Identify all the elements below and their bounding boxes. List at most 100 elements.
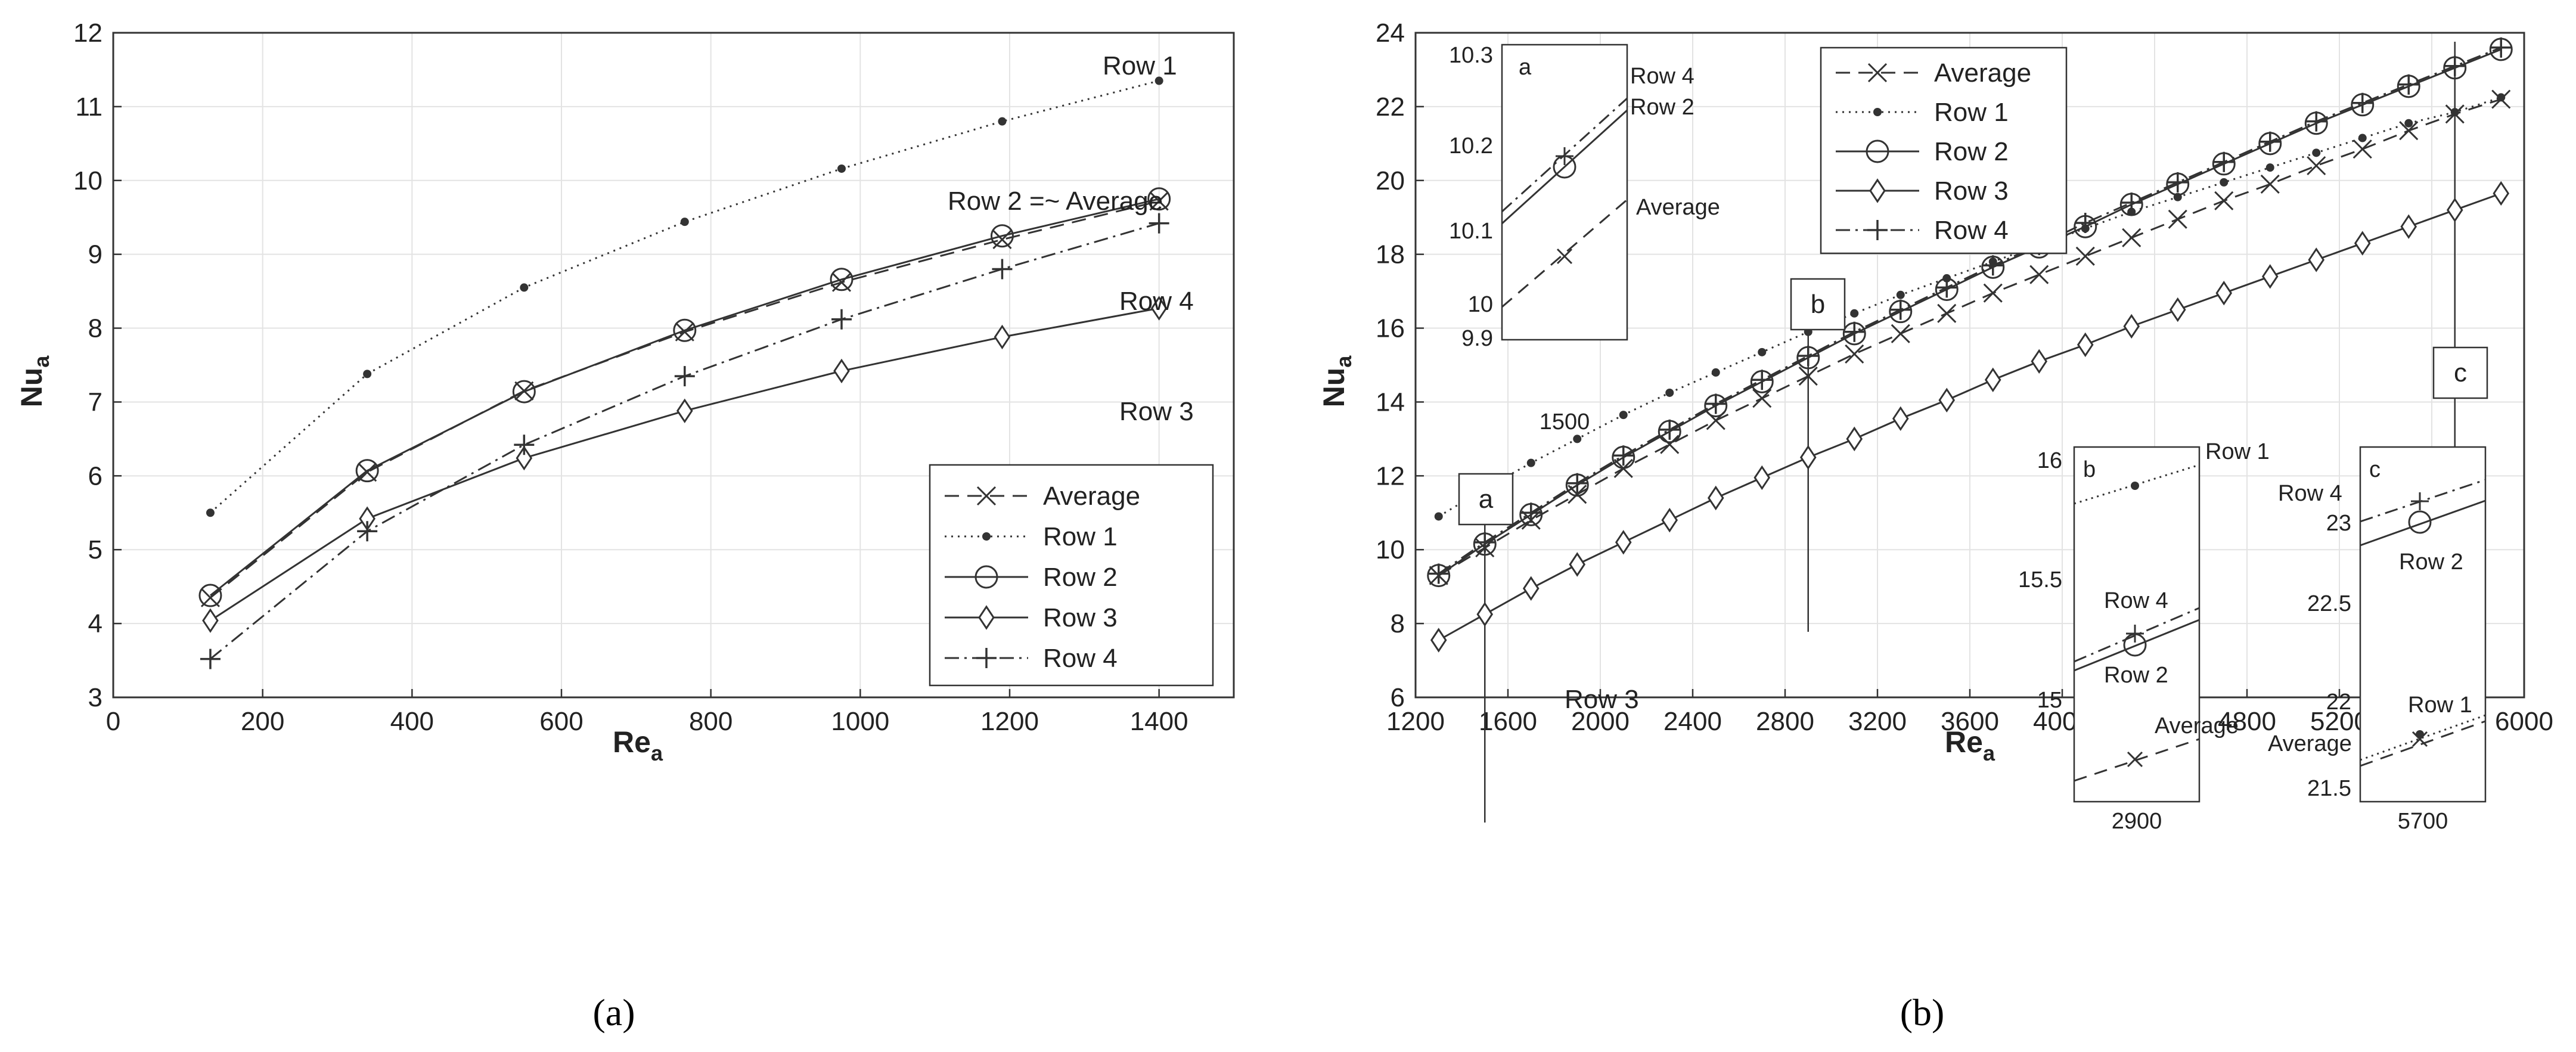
chart-b-series-row4-point-1 bbox=[1475, 532, 1495, 553]
chart-b-series-row1-point-2 bbox=[1526, 458, 1535, 467]
inset-c-ytick-2: 22.5 bbox=[2307, 591, 2351, 616]
chart-a-series bbox=[198, 76, 1171, 669]
chart-b-series-average-point-19 bbox=[2307, 156, 2326, 176]
inset-c-row4-line bbox=[2360, 479, 2486, 523]
chart-b-legend-entries: Average Row 1 Row 2 Row 3 Row 4 bbox=[1836, 58, 2031, 245]
chart-b-series-row3-point-3 bbox=[1569, 552, 1586, 577]
inset-c-ytick-0: 21.5 bbox=[2307, 776, 2351, 801]
chart-b-ytick-label-6: 18 bbox=[1376, 240, 1405, 269]
inset-b-label-average: Average bbox=[2155, 713, 2239, 738]
inset-b-xtick: 2900 bbox=[2112, 809, 2162, 834]
inset-c-row1-line bbox=[2360, 714, 2486, 761]
chart-a-ticks: 0 200 400 600 800 1000 1200 1400 3 4 5 6 7 8 9 10 11 12 bbox=[73, 18, 1188, 736]
inset-b-label: b bbox=[2083, 457, 2096, 482]
chart-a-ytick-label-9: 12 bbox=[73, 18, 103, 48]
chart-b-series-row3-point-0 bbox=[1430, 628, 1447, 653]
inset-c: c 21.5 22 22.5 23 5700 Row 4 Row 2 Row 1… bbox=[2268, 446, 2487, 834]
chart-b-ytick-label-1: 8 bbox=[1391, 609, 1405, 638]
chart-b-legend-row2-label: Row 2 bbox=[1934, 137, 2009, 166]
chart-a-xtick-label-6: 1200 bbox=[980, 707, 1039, 736]
inset-a-xtick: 1500 bbox=[1540, 409, 1590, 435]
chart-b-series-row3-point-1 bbox=[1476, 601, 1494, 627]
chart-a-xtick-label-5: 1000 bbox=[831, 707, 889, 736]
chart-a-legend-row3-label: Row 3 bbox=[1043, 603, 1118, 632]
chart-b-series-row4-point-12 bbox=[1982, 255, 2003, 276]
chart-a-legend-average-marker bbox=[976, 486, 997, 506]
chart-b-series-row4-point-22 bbox=[2444, 55, 2465, 76]
chart-b-series-row4-point-9 bbox=[1844, 321, 1865, 342]
chart-b-series-row3-point-4 bbox=[1615, 530, 1632, 555]
inset-a-ytick-3: 10.2 bbox=[1449, 134, 1493, 159]
chart-a-xlabel-main: Re bbox=[613, 725, 651, 759]
chart-b-series-row3-point-9 bbox=[1846, 426, 1863, 452]
chart-a: 0 200 400 600 800 1000 1200 1400 3 4 5 6 7 8 9 10 11 12 N… bbox=[15, 18, 1235, 1034]
chart-a-annotation-row4: Row 4 bbox=[1119, 287, 1194, 316]
chart-a-series-row3-point-6 bbox=[1150, 296, 1168, 321]
inset-a-ytick-1: 10 bbox=[1468, 292, 1493, 317]
inset-c-row2-line bbox=[2360, 499, 2486, 547]
chart-a-xlabel-sub: a bbox=[651, 741, 663, 765]
inset-b-row4-line bbox=[2074, 607, 2200, 663]
chart-a-series-row1-point-1 bbox=[363, 370, 372, 378]
chart-b-series-row3-point-2 bbox=[1522, 576, 1540, 601]
chart-a-series-row2-point-6 bbox=[1147, 187, 1171, 211]
chart-b-series-average-point-12 bbox=[1983, 283, 2003, 303]
inset-a-row2-line bbox=[1501, 109, 1628, 225]
chart-b-ytick-label-8: 22 bbox=[1376, 92, 1405, 122]
inset-a-average-marker bbox=[1556, 248, 1573, 265]
chart-b-series bbox=[1427, 37, 2513, 653]
chart-b-series-row3-point-18 bbox=[2261, 264, 2279, 289]
chart-b-series-row4-point-0 bbox=[1428, 563, 1449, 584]
callout-a: a bbox=[1458, 473, 1514, 526]
chart-b-series-average-line bbox=[1438, 98, 2501, 576]
chart-a-series-row4-point-0 bbox=[200, 648, 221, 669]
chart-a-legend-average-label: Average bbox=[1043, 482, 1140, 511]
inset-c-ytick-3: 23 bbox=[2326, 511, 2351, 536]
inset-a: a 9.9 10 10.1 10.2 10.3 1500 Row 4 Row 2… bbox=[1449, 43, 1720, 435]
chart-a-ytick-label-2: 5 bbox=[88, 535, 103, 564]
chart-a-xlabel: Rea bbox=[613, 725, 663, 765]
inset-b-label-row2: Row 2 bbox=[2104, 663, 2168, 688]
chart-a-annotation-row1: Row 1 bbox=[1103, 51, 1177, 80]
chart-b-series-average-point-11 bbox=[1937, 303, 1957, 323]
inset-b-label-row1: Row 1 bbox=[2205, 439, 2270, 464]
callout-c: c bbox=[2432, 346, 2488, 399]
chart-a-xtick-label-4: 800 bbox=[689, 707, 733, 736]
chart-a-series-row1-point-3 bbox=[680, 218, 689, 226]
inset-c-box bbox=[2359, 446, 2487, 803]
chart-a-series-row4-point-2 bbox=[514, 435, 535, 455]
chart-b-series-row1-point-18 bbox=[2265, 163, 2274, 172]
chart-b-series-row4-point-7 bbox=[1752, 370, 1773, 390]
chart-b-series-row1-point-3 bbox=[1573, 435, 1582, 443]
inset-b-ytick-2: 16 bbox=[2037, 448, 2062, 473]
inset-c-label-average: Average bbox=[2268, 731, 2352, 756]
inset-a-label-average: Average bbox=[1636, 195, 1720, 220]
chart-a-legend-row4-label: Row 4 bbox=[1043, 644, 1118, 673]
inset-a-box bbox=[1501, 44, 1628, 341]
chart-b-xlabel-main: Re bbox=[1945, 725, 1983, 759]
inset-b-row4-marker bbox=[2126, 625, 2144, 643]
chart-b-legend-row3-marker bbox=[1869, 178, 1886, 203]
inset-b-label-row4: Row 4 bbox=[2104, 588, 2168, 613]
chart-a-series-row2-point-2 bbox=[512, 380, 536, 404]
chart-b-series-average-point-9 bbox=[1845, 344, 1864, 364]
chart-b-series-row4-point-21 bbox=[2398, 74, 2419, 95]
inset-c-label-row4: Row 4 bbox=[2278, 481, 2342, 506]
chart-b-xtick-label-1: 1600 bbox=[1479, 707, 1537, 736]
chart-b-series-row4-point-15 bbox=[2121, 192, 2142, 213]
chart-a-xtick-label-0: 0 bbox=[106, 707, 120, 736]
inset-a-ytick-2: 10.1 bbox=[1449, 219, 1493, 244]
chart-a-ytick-label-4: 7 bbox=[88, 387, 103, 417]
chart-b-annotation-row3: Row 3 bbox=[1565, 685, 1639, 714]
chart-a-ytick-label-7: 10 bbox=[73, 166, 103, 195]
chart-b-series-average-point-15 bbox=[2122, 228, 2142, 247]
chart-b-series-row4-point-17 bbox=[2214, 151, 2234, 172]
chart-a-xtick-label-2: 400 bbox=[390, 707, 434, 736]
chart-b-ylabel: Nua bbox=[1317, 355, 1356, 408]
chart-a-ytick-label-3: 6 bbox=[88, 461, 103, 491]
chart-b-series-row3-point-8 bbox=[1799, 445, 1817, 470]
chart-b-legend-average-label: Average bbox=[1934, 58, 2031, 88]
inset-a-ytick-0: 9.9 bbox=[1461, 326, 1493, 351]
chart-a-series-row2-point-4 bbox=[830, 268, 854, 291]
callout-b-label: b bbox=[1811, 290, 1825, 319]
